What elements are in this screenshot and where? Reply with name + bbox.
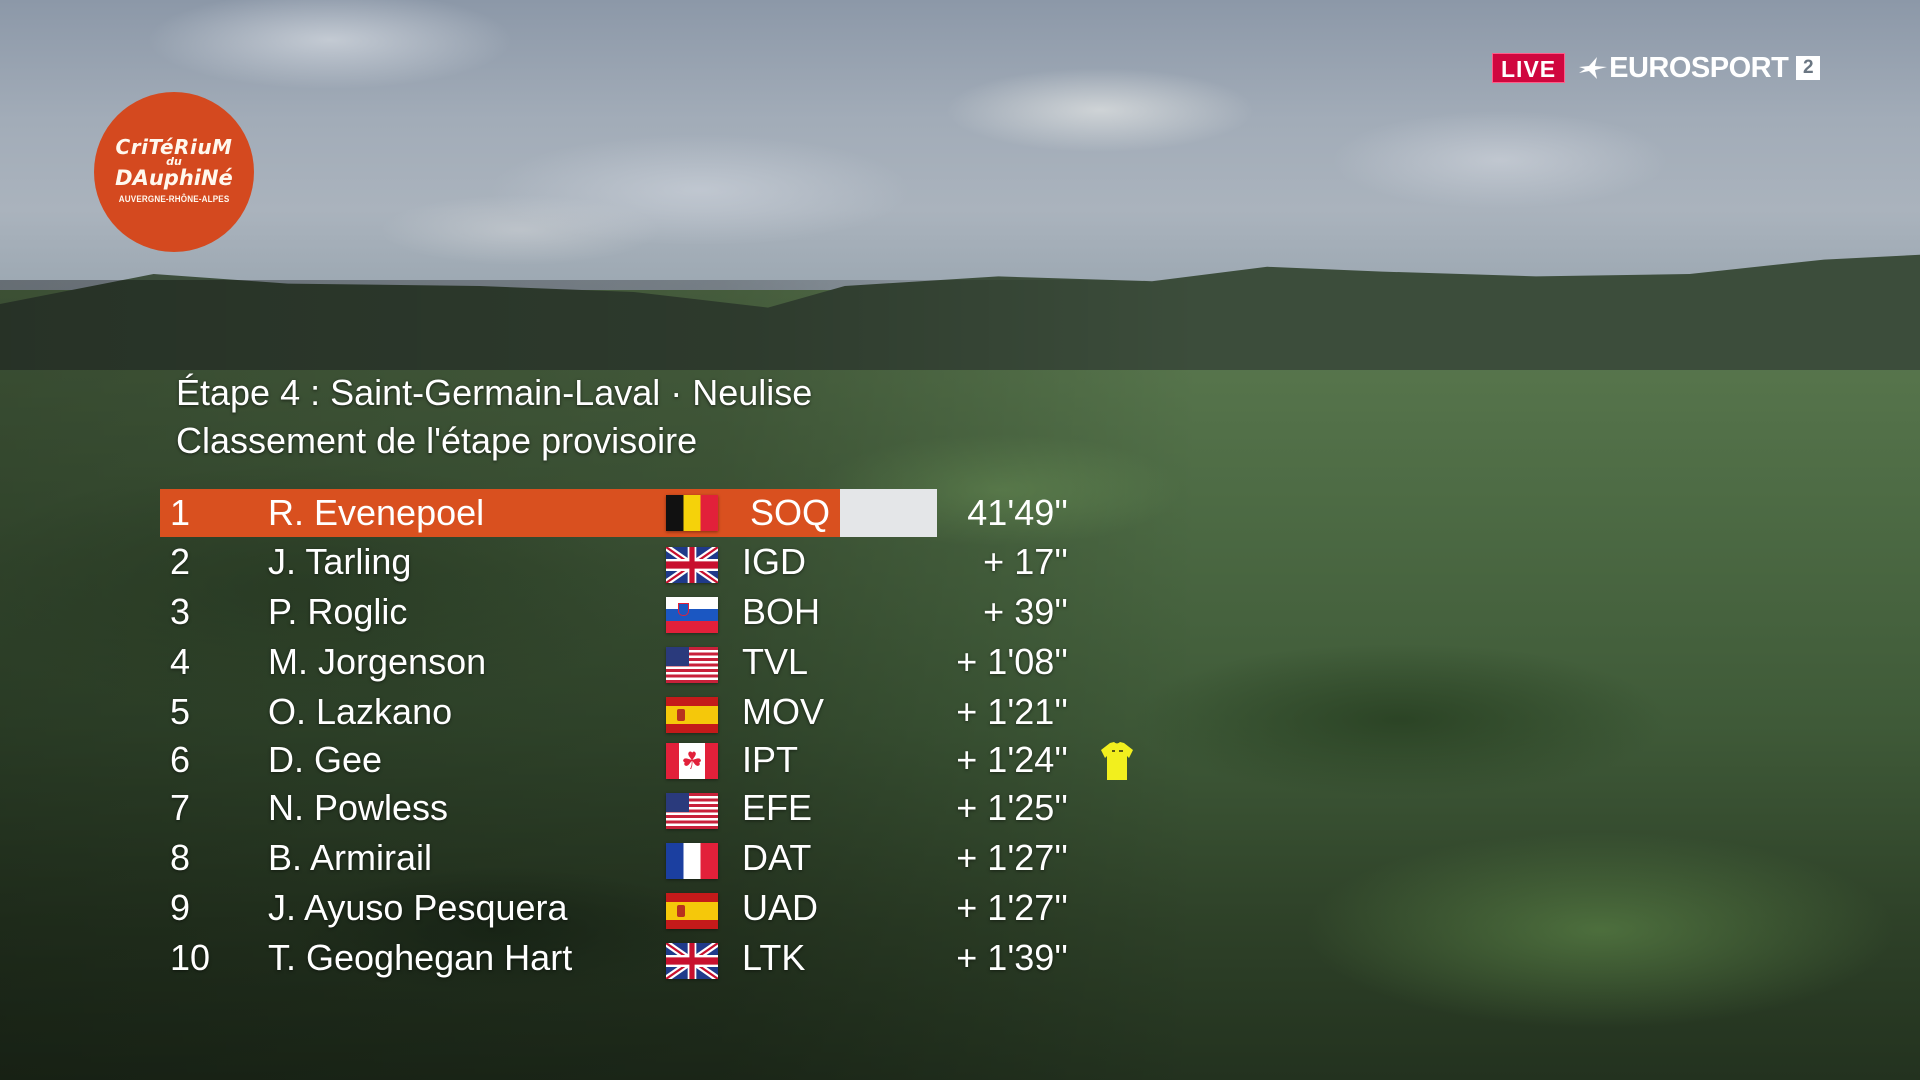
standings-row: 8 B. Armirail DAT + 1'27'' bbox=[160, 833, 1120, 883]
team-code: EFE bbox=[742, 787, 813, 828]
green-fields bbox=[0, 290, 1920, 1080]
rank: 3 bbox=[170, 591, 191, 632]
time-gap: + 1'39'' bbox=[956, 937, 1068, 978]
time: 41'49'' bbox=[967, 491, 1068, 533]
cloudy-sky bbox=[0, 0, 1920, 300]
team-code: BOH bbox=[742, 591, 821, 632]
spain-flag-icon bbox=[666, 893, 718, 929]
team-code: LTK bbox=[742, 937, 806, 978]
eurosport-star-icon bbox=[1579, 57, 1608, 79]
team-code: IGD bbox=[742, 541, 807, 582]
rider-name: M. Jorgenson bbox=[268, 641, 487, 682]
rider-name: O. Lazkano bbox=[268, 691, 453, 732]
eurosport-logo: EUROSPORT 2 bbox=[1577, 52, 1821, 84]
live-badge: LIVE bbox=[1492, 53, 1566, 83]
logo-line-1: CriTéRiuM bbox=[115, 135, 233, 159]
leader-blank-box bbox=[840, 489, 937, 537]
time-gap: + 17'' bbox=[983, 541, 1068, 582]
rank: 7 bbox=[170, 787, 191, 828]
logo-line-2: du bbox=[166, 155, 182, 168]
standings-table: 1 R. Evenepoel SOQ 41'49'' 2 J. Tarling … bbox=[160, 488, 1133, 983]
canada-flag-icon bbox=[666, 743, 718, 779]
team-code: MOV bbox=[742, 691, 825, 732]
rider-name: N. Powless bbox=[268, 787, 449, 828]
rank: 5 bbox=[170, 691, 191, 732]
standings-row: 3 P. Roglic BOH + 39'' bbox=[160, 587, 1120, 637]
standings-row: 2 J. Tarling IGD + 17'' bbox=[160, 537, 1120, 587]
rider-name: B. Armirail bbox=[268, 837, 433, 878]
slovenia-flag-icon bbox=[666, 597, 718, 633]
standings-row: 7 N. Powless EFE + 1'25'' bbox=[160, 783, 1120, 833]
rider-name: T. Geoghegan Hart bbox=[268, 937, 573, 978]
usa-flag-icon bbox=[666, 647, 718, 683]
rank: 10 bbox=[170, 937, 211, 978]
france-flag-icon bbox=[666, 843, 718, 879]
time-gap: + 1'08'' bbox=[956, 641, 1068, 682]
standings-row: 4 M. Jorgenson TVL + 1'08'' bbox=[160, 637, 1120, 687]
graphic-shade bbox=[0, 280, 1200, 1080]
rank: 9 bbox=[170, 887, 191, 928]
rank: 1 bbox=[170, 491, 191, 533]
standings-row-leader: 1 R. Evenepoel SOQ 41'49'' bbox=[160, 488, 1120, 537]
rider-name: J. Tarling bbox=[268, 541, 412, 582]
logo-region: AUVERGNE-RHÔNE-ALPES bbox=[118, 194, 230, 205]
time-gap: + 1'27'' bbox=[956, 887, 1068, 928]
time-gap: + 1'25'' bbox=[956, 787, 1068, 828]
team-code: DAT bbox=[742, 837, 812, 878]
criterium-du-dauphine-logo: CriTéRiuM du DAuphiNé AUVERGNE-RHÔNE-ALP… bbox=[94, 92, 254, 252]
time-gap: + 1'21'' bbox=[956, 691, 1068, 732]
rider-name: R. Evenepoel bbox=[268, 491, 485, 533]
channel-name: EUROSPORT bbox=[1609, 52, 1789, 84]
time-gap: + 1'24'' bbox=[956, 739, 1068, 780]
broadcaster-bug: LIVE EUROSPORT 2 bbox=[1492, 52, 1821, 84]
rider-name: D. Gee bbox=[268, 739, 383, 780]
great-britain-flag-icon bbox=[666, 547, 718, 583]
spain-flag-icon bbox=[666, 697, 718, 733]
rider-name: P. Roglic bbox=[268, 591, 408, 632]
rank: 8 bbox=[170, 837, 191, 878]
team-code: SOQ bbox=[749, 491, 830, 533]
great-britain-flag-icon bbox=[666, 943, 718, 979]
logo-line-3: DAuphiNé bbox=[115, 166, 233, 190]
standings-row: 9 J. Ayuso Pesquera UAD + 1'27'' bbox=[160, 883, 1120, 933]
rank: 4 bbox=[170, 641, 191, 682]
belgium-flag-icon bbox=[666, 495, 718, 531]
rank: 2 bbox=[170, 541, 191, 582]
yellow-jersey-icon bbox=[1101, 742, 1133, 780]
standings-row: 10 T. Geoghegan Hart LTK + 1'39'' bbox=[160, 933, 1120, 983]
team-code: IPT bbox=[742, 739, 799, 780]
time-gap: + 39'' bbox=[983, 591, 1068, 632]
leader-highlight-bar bbox=[160, 489, 840, 537]
team-code: TVL bbox=[742, 641, 809, 682]
time-gap: + 1'27'' bbox=[956, 837, 1068, 878]
channel-number: 2 bbox=[1796, 56, 1821, 80]
rank: 6 bbox=[170, 739, 191, 780]
rider-name: J. Ayuso Pesquera bbox=[268, 887, 568, 928]
usa-flag-icon bbox=[666, 793, 718, 829]
standings-row: 5 O. Lazkano MOV + 1'21'' bbox=[160, 687, 1120, 737]
standings-row: 6 D. Gee IPT + 1'24'' bbox=[160, 737, 1133, 783]
classification-subtitle: Classement de l'étape provisoire bbox=[176, 420, 698, 461]
team-code: UAD bbox=[742, 887, 819, 928]
stage-title: Étape 4 : Saint-Germain-Laval · Neulise bbox=[176, 372, 813, 413]
